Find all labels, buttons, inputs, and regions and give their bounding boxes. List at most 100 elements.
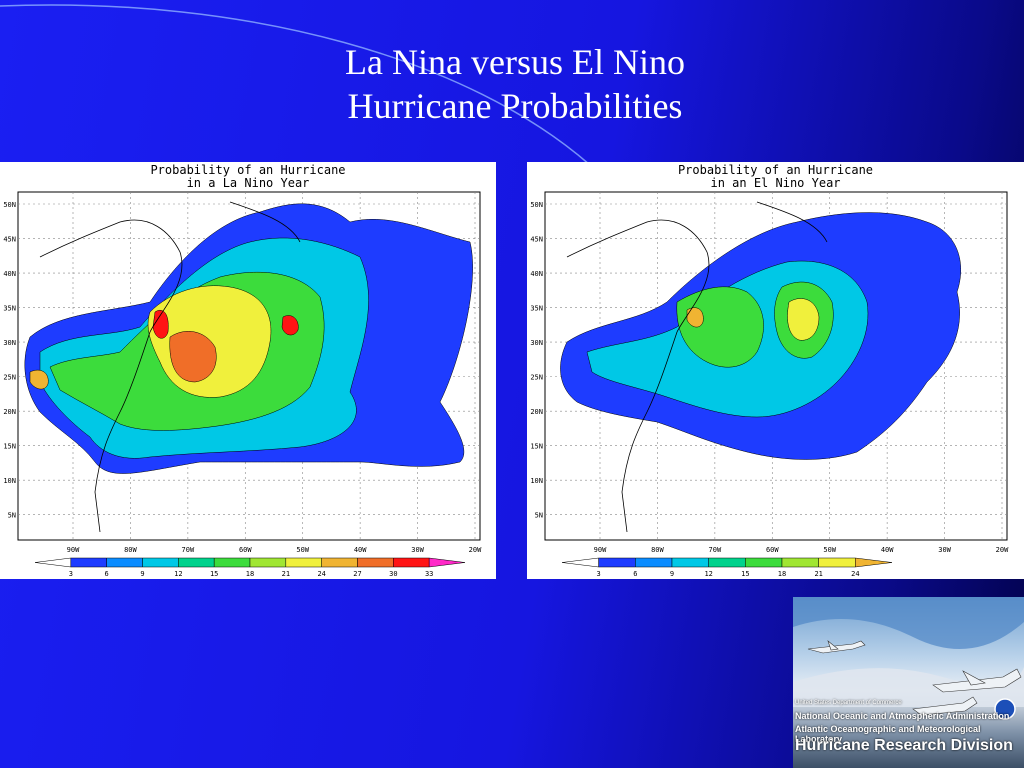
lat-tick-label: 40N xyxy=(530,270,543,278)
legend-swatch xyxy=(393,557,430,568)
legend-swatch xyxy=(357,557,394,568)
probability-contours xyxy=(24,203,473,474)
legend-tick-label: 18 xyxy=(246,570,254,578)
lon-tick-label: 30W xyxy=(411,546,424,554)
lat-tick-label: 50N xyxy=(3,201,16,209)
legend-swatch xyxy=(249,557,287,568)
lon-tick-label: 50W xyxy=(296,546,309,554)
legend-tick-label: 15 xyxy=(741,570,749,578)
map-title-line1: Probability of an Hurricane xyxy=(677,163,874,177)
coastline xyxy=(756,201,828,243)
slide-title: La Nina versus El Nino Hurricane Probabi… xyxy=(220,40,810,128)
el-nino-map-panel: Probability of an Hurricane in an El Nin… xyxy=(527,162,1024,579)
legend-swatch xyxy=(178,557,215,568)
legend-swatch xyxy=(745,557,783,568)
legend-swatch xyxy=(671,557,709,568)
lon-tick-label: 90W xyxy=(594,546,607,554)
lon-tick-label: 50W xyxy=(823,546,836,554)
logo-line3: Atlantic Oceanographic and Meteorologica… xyxy=(795,724,981,744)
contour-region xyxy=(29,369,49,390)
legend-swatch xyxy=(285,557,322,568)
legend-swatch xyxy=(70,557,107,568)
contour-region xyxy=(169,331,217,383)
logo-line4: Hurricane Research Division xyxy=(795,737,1013,754)
legend-tick-label: 21 xyxy=(814,570,822,578)
lon-tick-label: 40W xyxy=(881,546,894,554)
hrd-logo: United States Department of Commerce Nat… xyxy=(793,597,1024,768)
lon-tick-label: 60W xyxy=(239,546,252,554)
lon-tick-label: 70W xyxy=(182,546,195,554)
legend-tick-label: 30 xyxy=(389,570,397,578)
lat-tick-label: 45N xyxy=(3,236,16,244)
legend-swatch xyxy=(818,557,856,568)
lon-tick-label: 30W xyxy=(938,546,951,554)
lat-tick-label: 30N xyxy=(3,339,16,347)
lat-tick-label: 5N xyxy=(535,512,543,520)
noaa-emblem-icon xyxy=(994,698,1016,720)
legend-swatch xyxy=(213,557,251,568)
contour-region xyxy=(686,307,704,328)
lat-tick-label: 35N xyxy=(3,305,16,313)
legend-swatch xyxy=(598,557,636,568)
lat-tick-label: 20N xyxy=(3,408,16,416)
legend-swatch xyxy=(428,557,466,568)
legend-swatch xyxy=(781,557,819,568)
contour-region xyxy=(152,309,169,339)
legend-tick-label: 33 xyxy=(425,570,433,578)
coastline xyxy=(39,219,183,533)
lat-tick-label: 35N xyxy=(530,305,543,313)
legend-swatch xyxy=(321,557,358,568)
lon-tick-label: 90W xyxy=(67,546,80,554)
lat-tick-label: 15N xyxy=(530,443,543,451)
legend-tick-label: 24 xyxy=(317,570,325,578)
la-nina-map: 50N 45N 40N 35N 30N 25N 20N 15N 10N 5N 90W 80W 70W 60… xyxy=(3,191,482,578)
legend-tick-label: 9 xyxy=(140,570,144,578)
legend-tick-label: 27 xyxy=(353,570,361,578)
lat-tick-label: 10N xyxy=(530,477,543,485)
lat-tick-label: 40N xyxy=(3,270,16,278)
legend-tick-label: 6 xyxy=(105,570,109,578)
lat-tick-label: 50N xyxy=(530,201,543,209)
lon-tick-label: 20W xyxy=(996,546,1009,554)
aircraft-icon xyxy=(807,640,1022,716)
lat-tick-label: 45N xyxy=(530,236,543,244)
contour-region xyxy=(281,315,299,336)
legend-tick-label: 12 xyxy=(174,570,182,578)
lat-tick-label: 15N xyxy=(3,443,16,451)
hrd-logo-image xyxy=(793,597,1024,720)
legend-swatch xyxy=(34,557,72,568)
lon-tick-label: 40W xyxy=(354,546,367,554)
legend-tick-label: 12 xyxy=(704,570,712,578)
legend-swatch xyxy=(708,557,746,568)
legend-tick-label: 3 xyxy=(597,570,601,578)
contour-region xyxy=(676,286,764,368)
slide-title-line1: La Nina versus El Nino xyxy=(345,42,685,82)
color-legend: 3 6 9 12 15 18 21 24 27 30 33 xyxy=(34,557,466,578)
map-title-line2: in a La Nino Year xyxy=(186,176,310,190)
lon-tick-label: 60W xyxy=(766,546,779,554)
lat-tick-label: 10N xyxy=(3,477,16,485)
legend-tick-label: 3 xyxy=(69,570,73,578)
legend-swatch xyxy=(855,557,893,568)
lat-tick-label: 25N xyxy=(3,374,16,382)
legend-swatch xyxy=(561,557,599,568)
lon-tick-label: 20W xyxy=(469,546,482,554)
lat-tick-label: 5N xyxy=(8,512,16,520)
lat-tick-label: 20N xyxy=(530,408,543,416)
la-nina-map-panel: Probability of an Hurricane in a La Nino… xyxy=(0,162,496,579)
legend-swatch xyxy=(142,557,179,568)
logo-line2: National Oceanic and Atmospheric Adminis… xyxy=(795,711,1010,721)
map-title-line2: in an El Nino Year xyxy=(710,176,841,190)
legend-tick-label: 21 xyxy=(282,570,290,578)
map-title-line1: Probability of an Hurricane xyxy=(150,163,346,177)
probability-contours xyxy=(560,212,961,460)
lat-tick-label: 25N xyxy=(530,374,543,382)
legend-swatch xyxy=(106,557,143,568)
lat-tick-label: 30N xyxy=(530,339,543,347)
contour-region xyxy=(787,298,820,341)
legend-tick-label: 15 xyxy=(210,570,218,578)
legend-tick-label: 9 xyxy=(670,570,674,578)
logo-line1: United States Department of Commerce xyxy=(795,700,902,706)
legend-swatch xyxy=(635,557,673,568)
legend-tick-label: 24 xyxy=(851,570,859,578)
